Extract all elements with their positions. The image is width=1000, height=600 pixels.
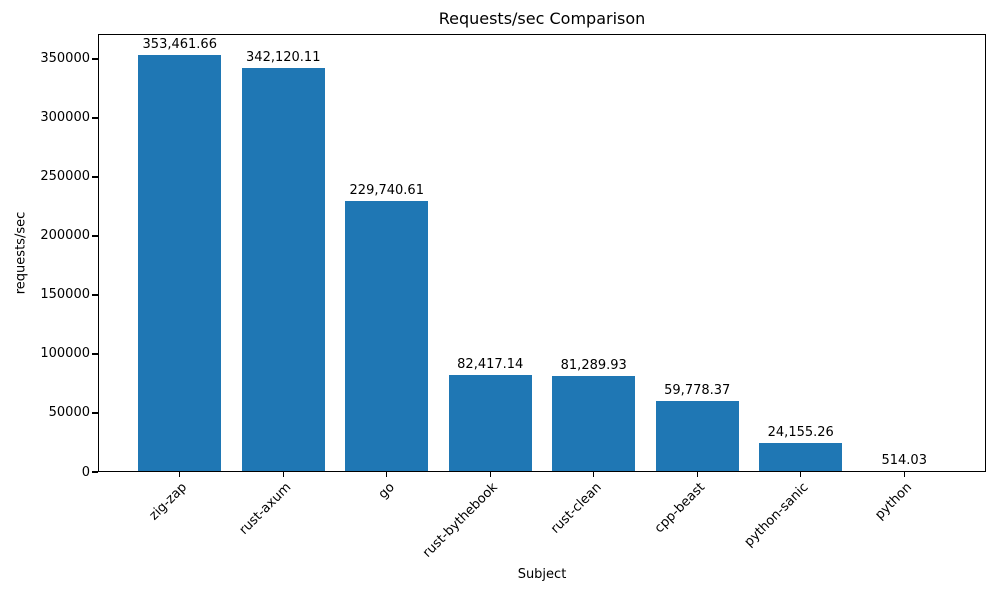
x-tick-label: rust-clean [547,480,605,537]
y-tick [92,412,98,414]
x-tick-label: zig-zap [146,480,191,524]
y-tick-label: 0 [81,464,90,480]
x-tick-label: python-sanic [741,480,812,550]
x-tick [593,472,595,477]
x-tick-label: go [375,480,398,503]
bar-python-sanic [759,443,843,472]
bar-go [345,200,429,472]
y-tick [92,176,98,178]
x-tick-label: python [872,480,915,523]
bar-cpp-beast [655,401,739,472]
bar-value-label: 24,155.26 [767,425,834,441]
bar-value-label: 81,289.93 [560,358,627,374]
x-tick-label: cpp-beast [651,480,708,537]
x-tick [489,472,491,477]
y-tick [92,294,98,296]
bar-value-label: 82,417.14 [457,356,524,372]
bar-rust-clean [552,376,636,472]
plot-area [98,34,986,472]
y-tick [92,235,98,237]
x-tick [696,472,698,477]
y-tick [92,471,98,473]
x-axis-label: Subject [517,567,567,582]
bar-value-label: 514.03 [881,453,927,468]
bar-value-label: 342,120.11 [246,50,321,66]
chart-title: Requests/sec Comparison [438,9,646,28]
bar-value-label: 229,740.61 [349,182,424,198]
y-axis-label: requests/sec [13,211,29,295]
x-tick [179,472,181,477]
x-tick [386,472,388,477]
y-tick-label: 50000 [48,405,90,421]
y-tick-label: 250000 [40,169,90,185]
x-tick-label: rust-axum [236,480,294,538]
y-tick-label: 150000 [40,287,90,303]
bar-zig-zap [138,54,222,472]
x-tick [282,472,284,477]
y-tick-label: 200000 [40,228,90,244]
x-tick [800,472,802,477]
y-tick-label: 100000 [40,346,90,362]
x-tick [903,472,905,477]
y-tick [92,353,98,355]
bar-rust-axum [241,68,325,472]
bar-rust-bythebook [448,374,532,472]
y-tick-label: 350000 [40,51,90,67]
bar-value-label: 353,461.66 [142,36,217,52]
y-tick-label: 300000 [40,110,90,126]
y-tick [92,117,98,119]
x-tick-label: rust-bythebook [420,480,501,561]
y-tick [92,58,98,60]
bar-value-label: 59,778.37 [664,383,731,399]
